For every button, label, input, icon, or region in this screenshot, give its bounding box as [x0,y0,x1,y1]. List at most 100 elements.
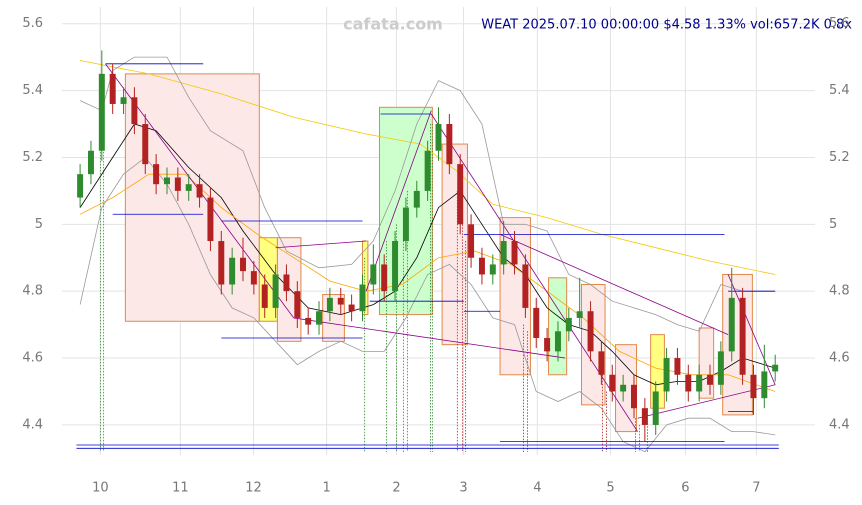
candle-body [468,224,475,258]
candle-body [663,358,670,392]
y-tick-label: 5.6 [22,16,43,31]
candle-body [674,358,681,375]
candle-body [142,124,149,165]
candle-body [185,184,192,191]
candle-body [652,391,659,425]
candle-body [229,257,236,285]
candle-body [240,257,246,272]
chart-title: WEAT 2025.07.10 00:00:00 $4.58 1.33% vol… [481,18,852,33]
candle-body [272,274,279,308]
candle-body [620,384,627,392]
x-tick-label: 12 [245,481,262,496]
x-tick-label: 6 [681,481,689,496]
candle-body [261,284,268,308]
trend-line [727,274,776,385]
candle-body [478,257,485,275]
y-tick-label-right: 4.6 [829,351,850,366]
candle-body [120,97,127,104]
zone-box [124,73,260,322]
trend-line [275,240,367,249]
candle-body [77,174,84,198]
candle-body [457,164,464,225]
trend-line [499,233,729,336]
candle-body [587,311,594,352]
x-tick-label: 10 [92,481,109,496]
watermark: cafata.com [343,15,443,34]
candle-body [392,241,399,292]
y-tick-label: 5.2 [22,150,43,165]
candle-body [326,297,333,312]
candle-body [631,384,637,409]
indicator-line [79,156,776,453]
candle-body [598,351,605,375]
candle-body [305,317,312,325]
y-tick-label-right: 5 [829,217,837,232]
candle-body [294,291,301,318]
y-tick-label: 5.4 [22,83,43,98]
candle-body [359,284,366,312]
candle-body [685,374,692,392]
plot [76,50,779,453]
candle-body [739,297,746,375]
candle-body [707,374,714,385]
candle-body [696,374,703,392]
candle-body [435,124,442,151]
indicator-line [80,60,776,275]
x-tick-label: 11 [172,481,189,496]
candle-body [728,297,735,352]
candle-body [489,264,496,275]
candle-body [131,97,138,125]
candle-body [609,374,616,392]
x-tick-label: 7 [752,481,760,496]
candle-body [316,311,323,325]
y-tick-label: 5 [35,217,43,232]
trend-line [293,317,566,359]
candle-body [772,364,779,372]
x-tick-label: 2 [392,481,400,496]
candle-body [554,331,561,352]
candle-body [533,307,540,338]
candle-body [500,241,507,265]
candle-body [153,164,160,185]
candle-body [522,264,529,308]
y-tick-label: 4.4 [22,417,43,432]
candle-body [717,351,724,385]
x-tick-label: 4 [533,481,541,496]
candle-body [424,150,431,191]
y-tick-label-right: 5.4 [829,83,850,98]
candle-body [98,73,105,151]
candle-body [163,177,170,185]
candle-body [207,197,214,242]
x-tick-label: 1 [322,481,330,496]
candle-body [218,241,225,285]
candle-body [544,337,551,352]
candle-body [576,311,583,318]
candle-body [402,207,409,242]
indicator-line [79,123,776,386]
candle-body [196,184,203,198]
candle-body [337,297,344,305]
candle-body [87,150,94,175]
trend-line [430,113,638,432]
candle-body [370,264,377,285]
candle-body [250,271,257,285]
x-tick-label: 5 [606,481,614,496]
y-tick-label-right: 4.8 [829,284,850,299]
candle-body [750,374,757,399]
zone-box [441,143,468,346]
x-tick-label: 3 [459,481,467,496]
candle-body [446,124,453,165]
candle-body [511,241,518,265]
y-tick-label-right: 5.2 [829,150,850,165]
candle-body [348,304,355,312]
candle-body [641,408,648,425]
candle-body [283,274,290,292]
candle-body [565,317,572,332]
y-tick-label-right: 4.4 [829,417,850,432]
y-tick-label: 4.8 [22,284,43,299]
candle-body [381,264,388,292]
indicator-line [79,56,776,332]
candle-body [413,190,420,208]
candle-body [761,371,768,399]
